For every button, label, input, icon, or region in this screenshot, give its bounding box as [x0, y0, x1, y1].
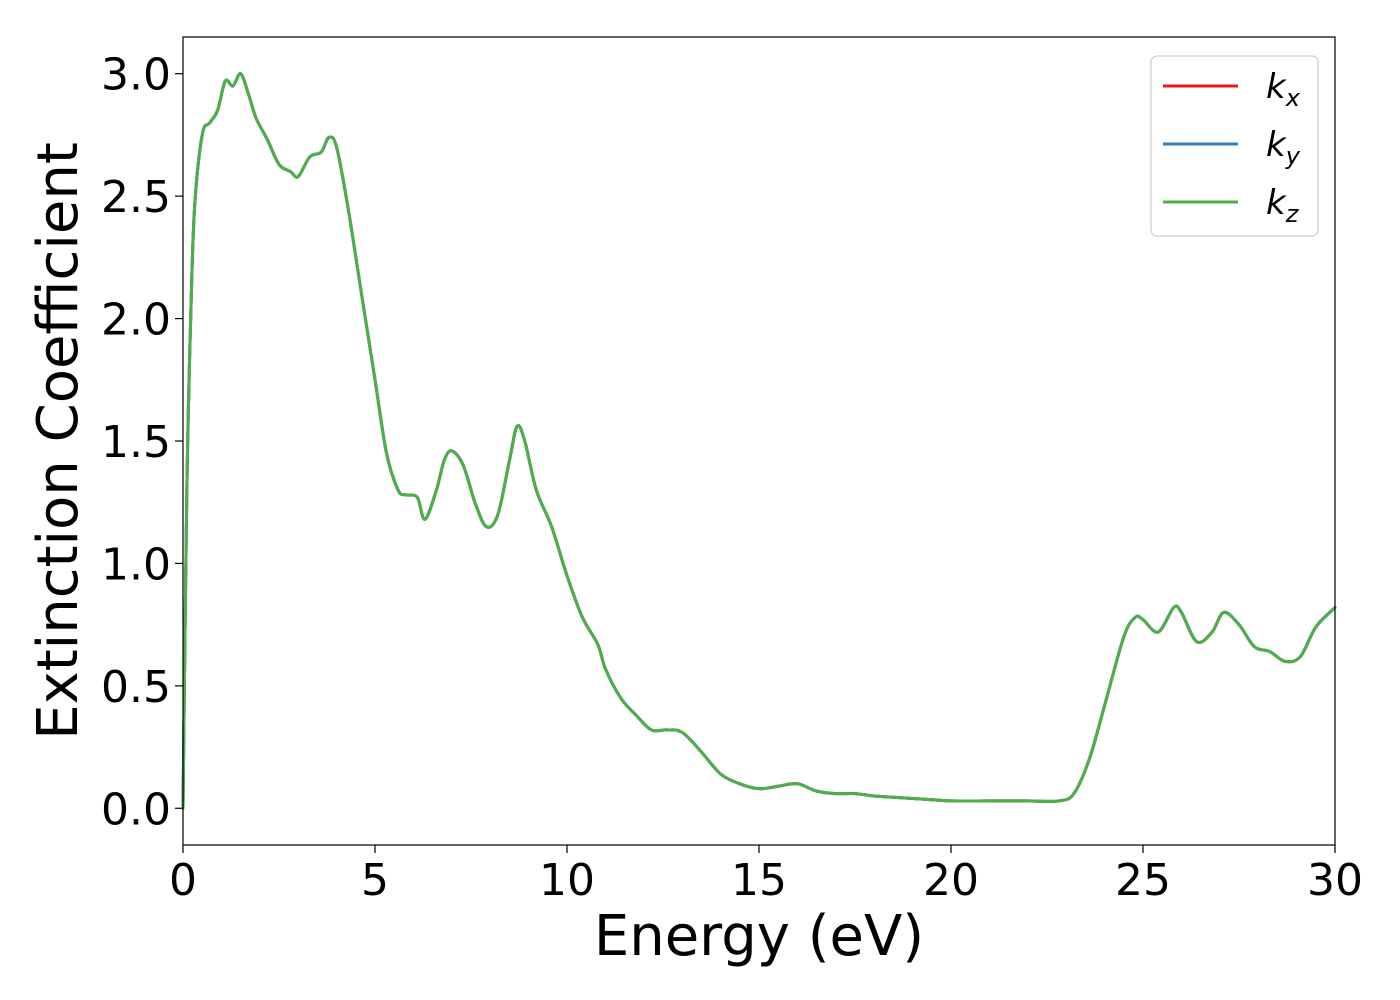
x-tick-label: 20 — [923, 855, 979, 906]
x-axis-label: Energy (eV) — [594, 904, 924, 969]
y-axis-label: Extinction Coefficient — [26, 142, 91, 740]
series-line-k-z — [181, 72, 1337, 810]
y-axis-ticks: 0.0 0.5 1.0 1.5 2.0 2.5 3.0 — [101, 50, 183, 835]
legend-label-k-y: ky — [1266, 125, 1301, 170]
y-tick-label: 3.0 — [101, 50, 171, 101]
series-lines — [181, 72, 1337, 810]
legend: kx ky kz — [1150, 55, 1319, 237]
x-tick-label: 15 — [731, 855, 787, 906]
x-tick-label: 25 — [1115, 855, 1171, 906]
x-tick-label: 0 — [169, 855, 197, 906]
legend-frame — [1150, 55, 1319, 237]
y-tick-label: 1.0 — [101, 539, 171, 590]
x-tick-label: 10 — [539, 855, 595, 906]
legend-label-k-x: kx — [1266, 67, 1301, 112]
y-tick-label: 0.0 — [101, 784, 171, 835]
y-tick-label: 2.5 — [101, 172, 171, 223]
x-tick-label: 5 — [361, 855, 389, 906]
y-tick-label: 0.5 — [101, 662, 171, 713]
x-axis-ticks: 0 5 10 15 20 25 30 — [169, 845, 1363, 906]
legend-items: kx ky kz — [1163, 67, 1301, 228]
y-tick-label: 2.0 — [101, 295, 171, 346]
x-tick-label: 30 — [1307, 855, 1363, 906]
legend-label-k-z: kz — [1266, 183, 1300, 228]
y-tick-label: 1.5 — [101, 417, 171, 468]
